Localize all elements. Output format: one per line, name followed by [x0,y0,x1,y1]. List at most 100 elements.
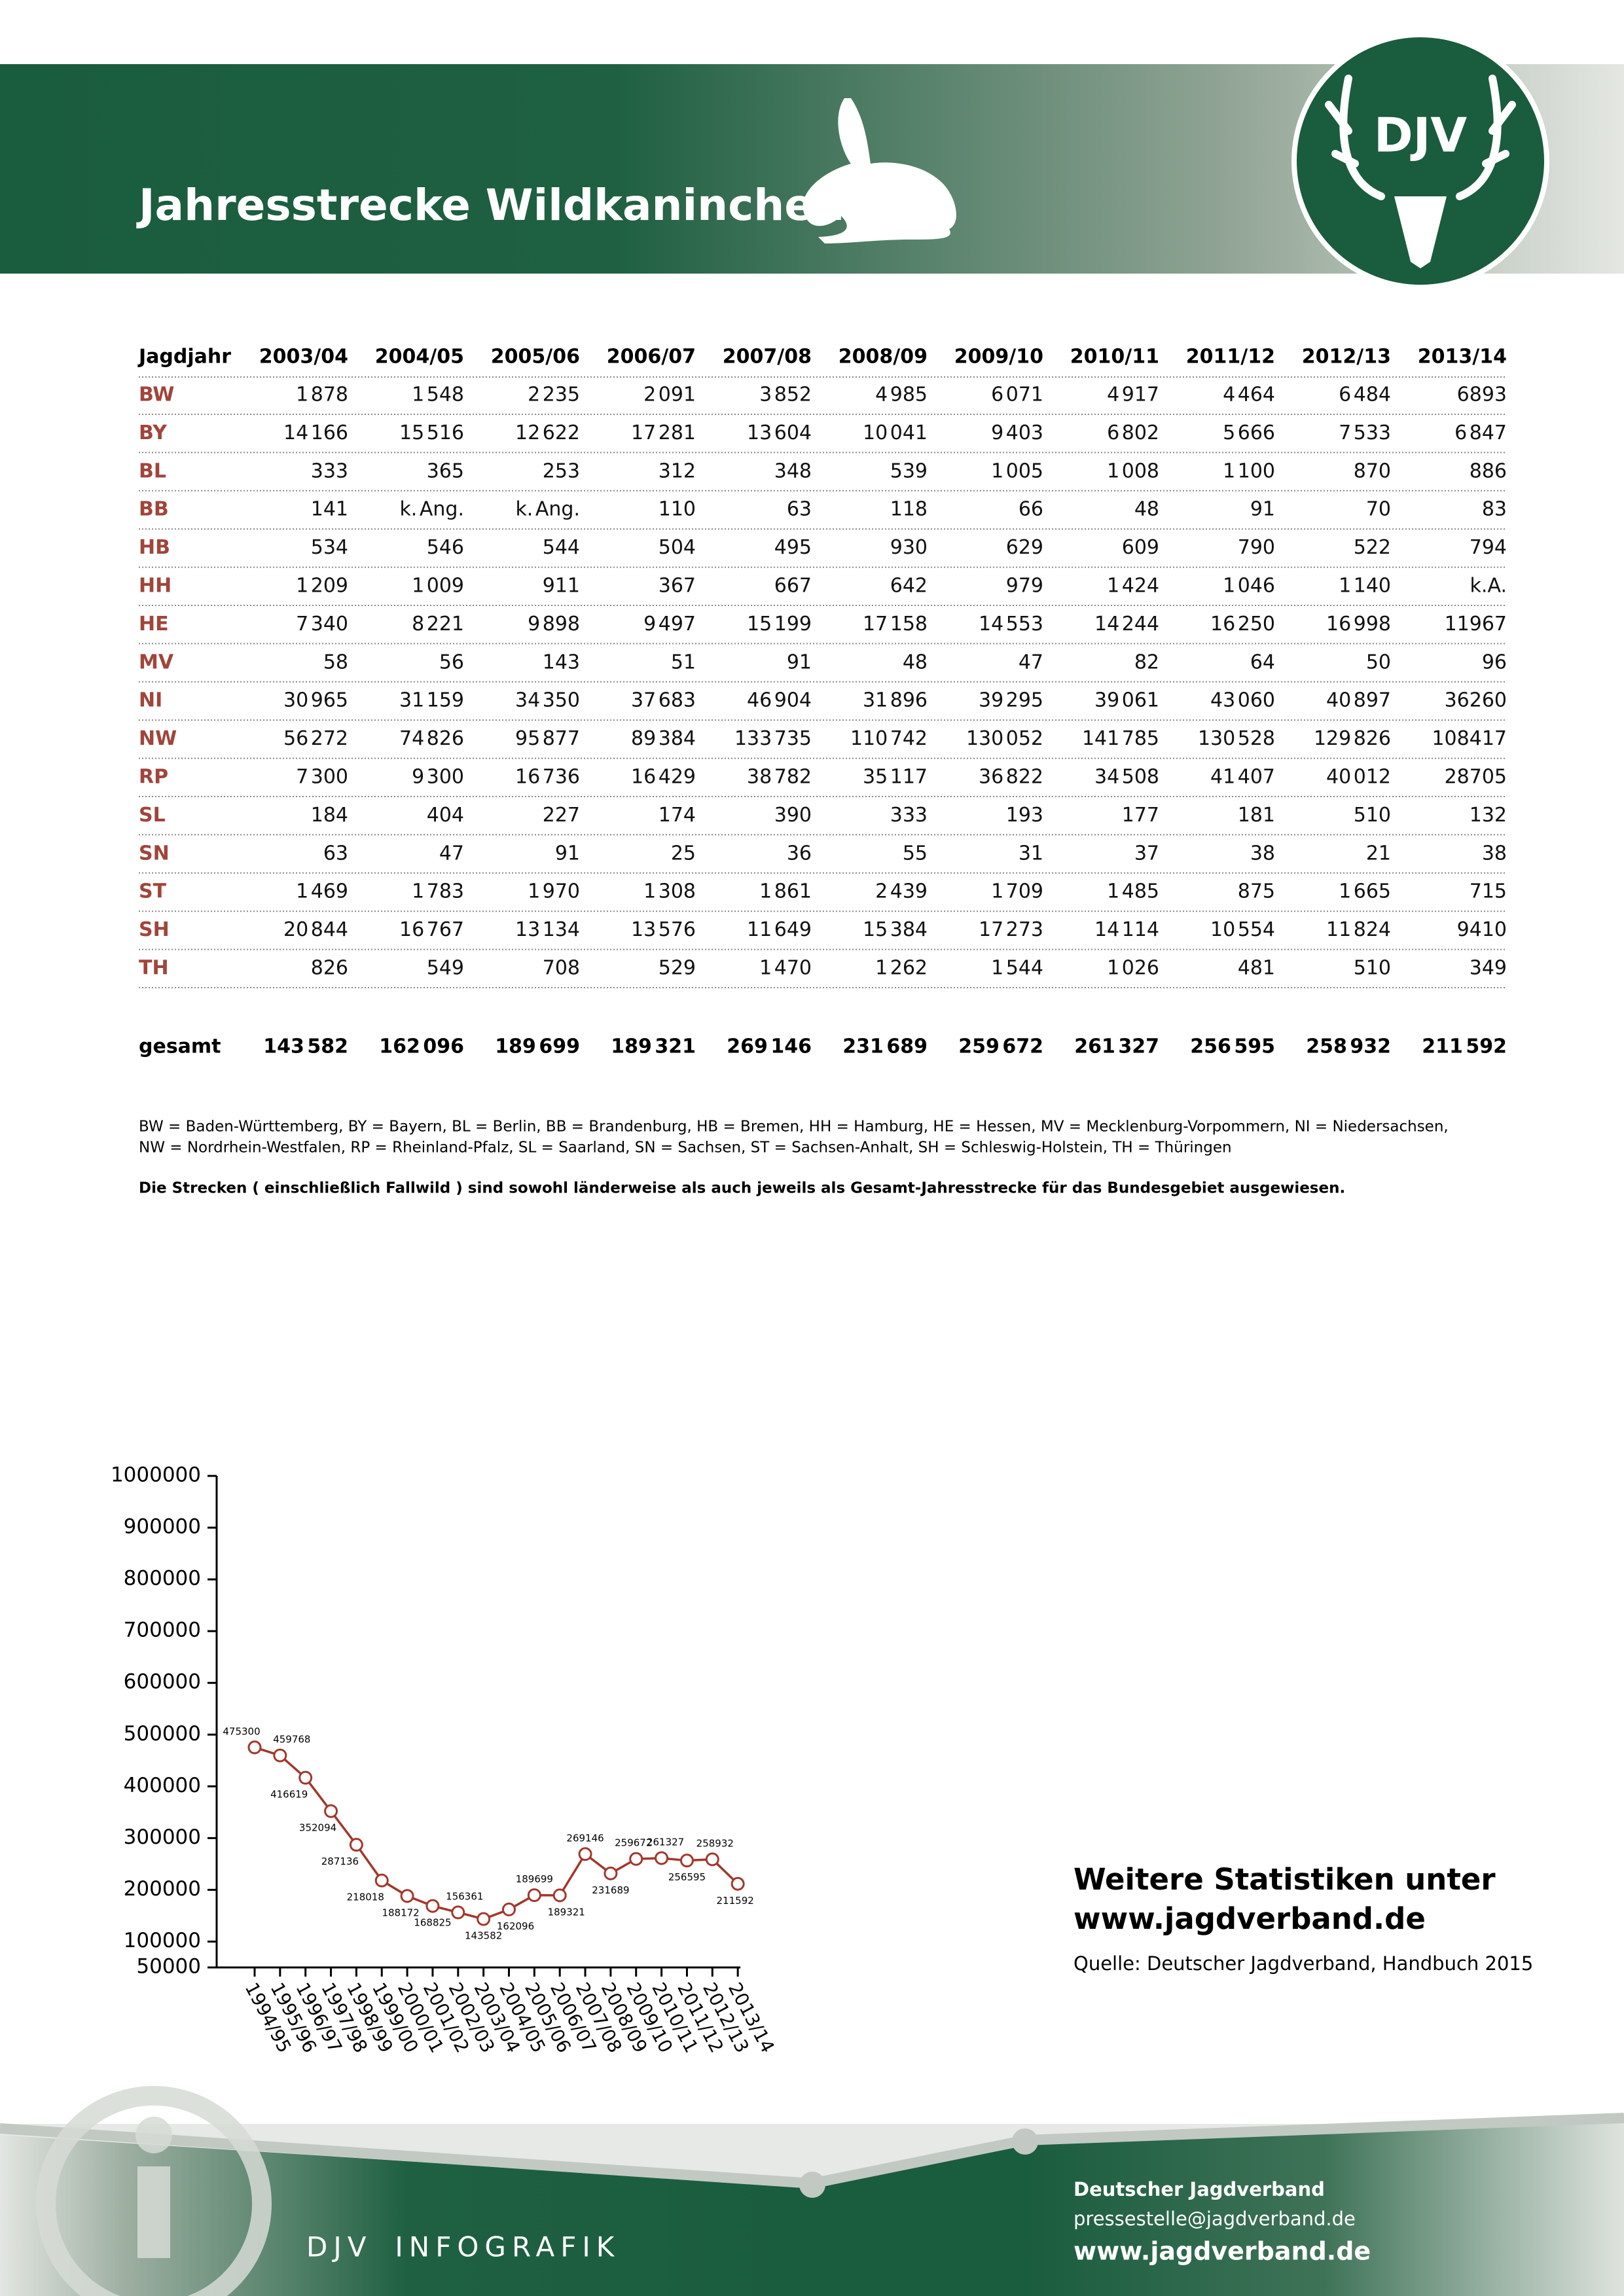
table-cell: 91 [555,842,580,865]
table-cell: 510 [1354,804,1391,827]
table-cell: 1 548 [412,384,464,406]
table-cell: 10 041 [863,422,928,444]
table-cell: 3 852 [759,384,812,406]
table-cell: 38 782 [747,766,812,789]
table-cell: 13 604 [747,422,812,444]
note: NW = Nordrhein-Westfalen, RP = Rheinland… [139,1139,1232,1157]
table-cell: 30 965 [283,689,348,712]
table-cell: 20 844 [283,918,348,941]
table-cell: 642 [890,575,928,598]
table-cell: 529 [659,957,696,980]
table-cell: 74 826 [399,727,464,750]
table-cell: 40 897 [1326,689,1391,712]
column-header: 2006/07 [607,346,696,368]
table-cell: 13 134 [515,918,580,941]
data-point [273,1748,287,1763]
row-label: ST [139,880,167,903]
total-cell: 259 672 [958,1035,1043,1058]
table-cell: 25 [671,842,696,865]
column-header: 2005/06 [491,346,580,368]
table-cell: 181 [1238,804,1275,827]
table-cell: 36260 [1445,689,1507,712]
table-cell: 16 767 [399,918,464,941]
total-cell: 189 699 [495,1035,580,1058]
data-label: 156361 [446,1890,483,1902]
data-label: 143582 [465,1930,502,1942]
table-cell: 549 [427,957,464,980]
column-header: 2009/10 [954,346,1043,368]
table-cell: 886 [1470,459,1507,482]
footer-line [0,2113,1624,2189]
data-label: 259672 [615,1837,652,1849]
table-cell: 333 [311,459,348,482]
table-cell: 875 [1238,880,1275,903]
table-cell: 110 742 [850,727,928,750]
table-cell: 34 350 [515,689,580,712]
table-cell: 48 [1134,498,1159,521]
y-tick-label: 500000 [124,1722,201,1746]
table-cell: 1 485 [1107,880,1159,903]
table-cell: 143 [543,651,580,673]
table-cell: 367 [659,575,696,598]
row-label: SN [139,842,170,865]
table-cell: 349 [1470,957,1507,980]
data-label: 352094 [299,1822,336,1834]
table-cell: 96 [1482,651,1507,673]
column-header: 2003/04 [259,346,348,368]
table-cell: 481 [1238,957,1275,980]
table-cell: 1 026 [1107,957,1159,980]
total-cell: 269 146 [727,1035,812,1058]
rabbit-icon [803,98,956,243]
info-ring [36,2086,272,2296]
column-header: 2011/12 [1186,346,1275,368]
table-cell: 5 666 [1223,422,1275,444]
table-cell: 83 [1482,498,1507,521]
table-cell: 118 [890,498,928,521]
data-label: 287136 [321,1856,359,1867]
table-cell: 63 [787,498,812,521]
note: Die Strecken ( einschließlich Fallwild )… [139,1180,1345,1197]
data-label: 459768 [273,1734,310,1746]
data-point [578,1847,592,1861]
table-cell: 130 052 [966,727,1043,750]
table-cell: 1 424 [1107,575,1159,598]
antlers [1325,75,1516,200]
column-header: 2012/13 [1302,346,1391,368]
y-tick-label: 900000 [124,1515,201,1539]
table-cell: 1 709 [991,880,1043,903]
row-label: SH [139,918,170,941]
table-cell: 1 046 [1223,575,1275,598]
row-label: SL [139,804,166,827]
total-cell: 211 592 [1422,1035,1507,1058]
column-header: Jagdjahr [137,346,231,368]
table-cell: 1 861 [759,880,812,903]
table-cell: 47 [1019,651,1043,673]
row-label: BY [139,422,168,444]
y-tick-label: 200000 [124,1877,201,1901]
table-cell: 333 [890,804,928,827]
table-cell: 4 917 [1107,384,1159,406]
data-point [552,1888,567,1903]
table-cell: 1 469 [296,880,348,903]
table-cell: 28705 [1445,766,1507,789]
table-cell: 34 508 [1094,766,1159,789]
data-point [604,1866,618,1880]
data-point [400,1889,414,1903]
table-cell: 629 [1006,536,1043,559]
table-cell: 495 [774,536,812,559]
table-cell: 826 [311,957,348,980]
column-header: 2013/14 [1418,346,1507,368]
table-cell: 31 896 [863,689,928,712]
table-cell: 184 [311,804,348,827]
table-cell: 70 [1366,498,1391,521]
table-cell: 39 295 [979,689,1043,712]
table-cell: 7 340 [296,613,348,636]
table-cell: 35 117 [863,766,928,789]
data-label: 211592 [717,1895,754,1907]
footer-email: pressestelle@jagdverband.de [1074,2208,1356,2230]
total-cell: 231 689 [842,1035,928,1058]
table-cell: 1 005 [991,459,1043,482]
data-point [679,1854,694,1868]
y-tick-label: 700000 [124,1619,201,1642]
